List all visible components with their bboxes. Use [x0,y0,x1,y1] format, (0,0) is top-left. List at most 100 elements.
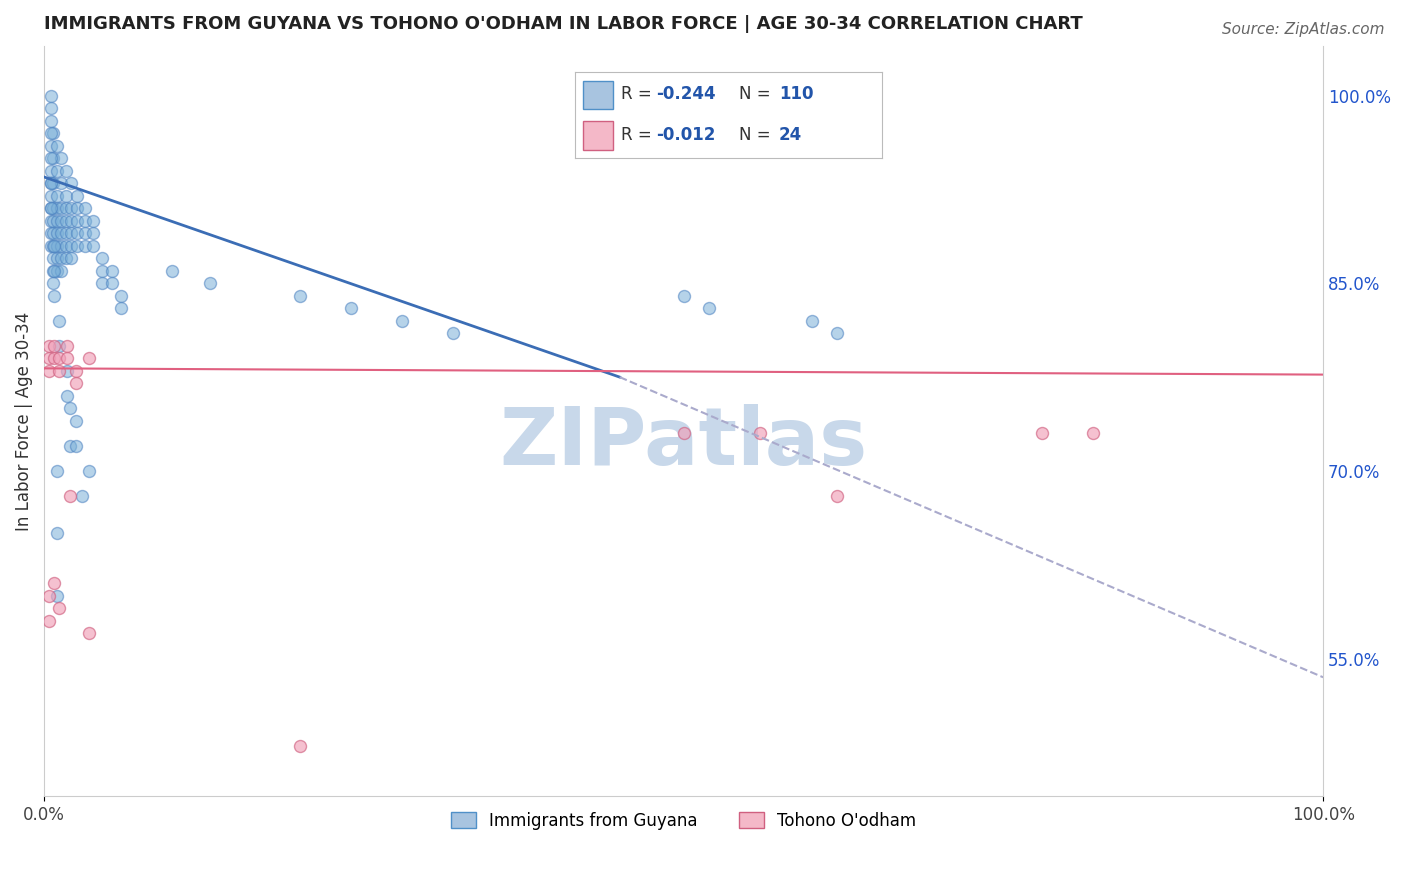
Point [391,314,413,328]
Point [59,489,82,503]
Point [288,739,311,753]
Text: Source: ZipAtlas.com: Source: ZipAtlas.com [1222,22,1385,37]
Point [66,227,89,241]
Point [82,227,104,241]
Point [42,252,65,266]
Point [66,239,89,253]
Text: ZIPatlas: ZIPatlas [499,404,868,483]
Point [45,252,67,266]
Point [82,213,104,227]
Point [45,227,67,241]
Point [825,326,848,341]
Point [45,188,67,202]
Point [39,201,62,215]
Point [56,351,79,366]
Point [42,176,65,190]
Point [66,201,89,215]
Point [39,227,62,241]
Point [45,464,67,478]
Point [90,277,112,291]
Point [672,426,695,441]
Point [42,239,65,253]
Point [39,176,62,190]
Point [59,213,82,227]
Point [42,277,65,291]
Point [39,138,62,153]
Point [160,264,183,278]
Point [49,201,72,215]
Point [77,464,100,478]
Point [59,239,82,253]
Point [59,201,82,215]
Point [55,252,77,266]
Point [55,188,77,202]
Point [77,626,100,640]
Point [39,239,62,253]
Point [44,289,66,303]
Point [55,227,77,241]
Point [45,138,67,153]
Point [42,227,65,241]
Point [39,113,62,128]
Point [73,213,96,227]
Point [65,376,87,391]
Point [49,239,72,253]
Point [56,389,79,403]
Point [66,188,89,202]
Point [200,277,222,291]
Point [73,227,96,241]
Point [45,264,67,278]
Point [90,264,112,278]
Point [65,439,87,453]
Text: IMMIGRANTS FROM GUYANA VS TOHONO O'ODHAM IN LABOR FORCE | AGE 30-34 CORRELATION : IMMIGRANTS FROM GUYANA VS TOHONO O'ODHAM… [44,15,1083,33]
Point [49,252,72,266]
Point [825,489,848,503]
Point [55,163,77,178]
Point [55,201,77,215]
Point [38,339,60,353]
Point [73,201,96,215]
Point [48,339,70,353]
Point [42,201,65,215]
Point [39,213,62,227]
Point [101,277,124,291]
Point [48,314,70,328]
Point [56,364,79,378]
Point [44,339,66,353]
Point [38,364,60,378]
Point [39,126,62,140]
Point [45,163,67,178]
Point [45,213,67,227]
Point [49,176,72,190]
Point [39,188,62,202]
Point [39,163,62,178]
Point [45,526,67,541]
Point [55,239,77,253]
Point [49,227,72,241]
Point [59,176,82,190]
Point [39,151,62,165]
Point [73,239,96,253]
Point [1081,426,1104,441]
Point [42,213,65,227]
Point [65,364,87,378]
Point [90,252,112,266]
Point [55,213,77,227]
Y-axis label: In Labor Force | Age 30-34: In Labor Force | Age 30-34 [15,311,32,531]
Point [800,314,823,328]
Point [65,414,87,428]
Point [72,489,94,503]
Point [1031,426,1053,441]
Point [49,264,72,278]
Point [49,213,72,227]
Point [39,101,62,115]
Point [110,301,132,316]
Point [45,239,67,253]
Point [48,364,70,378]
Point [101,264,124,278]
Point [39,176,62,190]
Point [49,151,72,165]
Point [82,239,104,253]
Point [77,351,100,366]
Point [39,201,62,215]
